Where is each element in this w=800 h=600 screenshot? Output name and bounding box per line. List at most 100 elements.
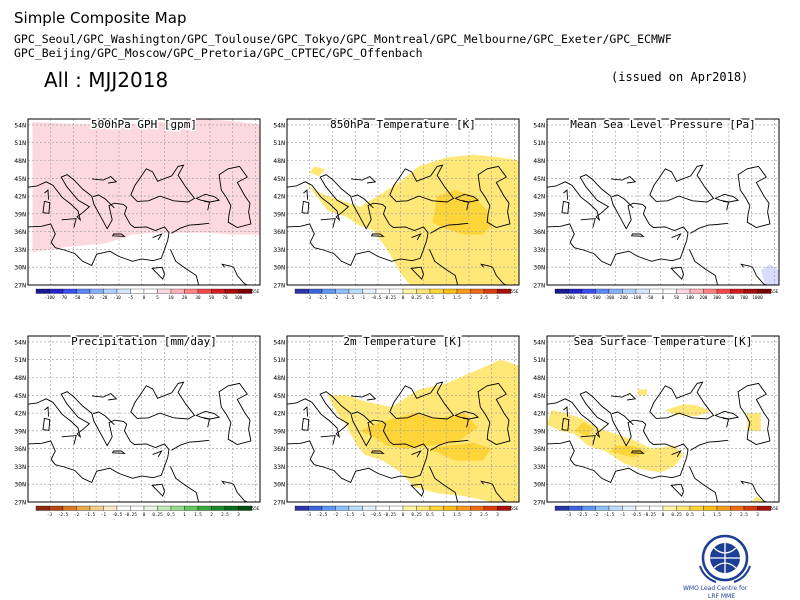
colorbar-swatch	[157, 505, 172, 511]
colorbar-tick-label: 3	[496, 295, 499, 301]
panel-title: 850hPa Temperature [K]	[330, 118, 476, 131]
lat-tick-label: 45N	[14, 392, 26, 400]
colorbar-tick-label: 0.5	[167, 512, 175, 518]
colorbar-swatch	[35, 288, 50, 294]
colorbar-swatch	[622, 505, 637, 511]
colorbar-swatch	[62, 505, 77, 511]
anomaly-shading	[305, 154, 519, 285]
colorbar-swatch	[294, 505, 309, 511]
colorbar-swatch	[197, 505, 212, 511]
anomaly-shading	[359, 413, 479, 449]
colorbar-swatch	[321, 505, 336, 511]
colorbar-tick-label: -3	[566, 512, 572, 518]
colorbar-swatch	[116, 505, 131, 511]
panel-title: 2m Temperature [K]	[343, 335, 462, 348]
colorbar-tick-label: -2	[333, 295, 339, 301]
colorbar-swatch	[635, 505, 650, 511]
lat-tick-label: 27N	[273, 282, 285, 290]
map-panel-t850: 54N 51N 48N 45N 42N 39N 36N 33N 30N 27N 850hPa Tem…	[273, 117, 520, 301]
colorbar-tick-label: 1.5	[453, 295, 461, 301]
colorbar-tick-label: -1.5	[604, 512, 615, 518]
colorbar-swatch	[375, 505, 390, 511]
lat-tick-label: 51N	[14, 139, 26, 147]
anomaly-shading	[751, 496, 766, 502]
colorbar-tick-label: -1	[620, 512, 626, 518]
colorbar-swatch	[730, 505, 745, 511]
lat-tick-label: 33N	[533, 246, 545, 254]
issued-date: (issued on Apr2018)	[611, 70, 749, 84]
colorbar-tick-label: 2	[729, 512, 732, 518]
colorbar-swatch	[321, 288, 336, 294]
lat-tick-label: 39N	[14, 210, 26, 218]
colorbar-tick-label: -0.25	[643, 512, 656, 518]
colorbar-swatch	[716, 505, 731, 511]
colorbar-swatch	[308, 288, 323, 294]
map-panel-gph500: 54N 51N 48N 45N 42N 39N 36N 33N 30N 27N 500hPa GPH…	[14, 117, 261, 301]
colorbar-swatch	[157, 288, 172, 294]
colorbar-swatch	[76, 288, 91, 294]
lat-tick-label: 48N	[533, 374, 545, 382]
colorbar-tick-label: -2.5	[317, 512, 328, 518]
colorbar-swatch	[635, 288, 650, 294]
colorbar-tick-label: -2.5	[317, 295, 328, 301]
lat-tick-label: 30N	[533, 481, 545, 489]
lat-tick-label: 36N	[14, 228, 26, 236]
lat-tick-label: 51N	[533, 139, 545, 147]
colorbar-tick-label: -3	[306, 512, 312, 518]
coastlines	[547, 381, 771, 502]
colorbar-swatch	[49, 505, 64, 511]
anomaly-shading	[309, 166, 326, 177]
colorbar-tick-label: 20	[182, 295, 188, 301]
lat-tick-label: 27N	[533, 282, 545, 290]
lon-tick-label: 55E	[510, 289, 518, 295]
wmo-logo	[699, 534, 751, 583]
colorbar-swatch	[689, 288, 704, 294]
colorbar-tick-label: 0.25	[671, 512, 682, 518]
colorbar-swatch	[389, 505, 404, 511]
colorbar-swatch	[757, 288, 772, 294]
colorbar: -3 -2.5 -2 -1.5 -1 -0.5 -0.25 0 0.25 0.5 1 1.5 2 2.5 3	[35, 505, 253, 518]
map-frame	[27, 118, 261, 286]
colorbar-swatch	[308, 505, 323, 511]
colorbar-tick-label: -50	[646, 295, 654, 301]
colorbar-swatch	[470, 288, 485, 294]
coastlines	[28, 164, 252, 285]
colorbar-swatch	[62, 288, 77, 294]
lon-tick-label: 55E	[770, 506, 778, 512]
colorbar-tick-label: 5	[156, 295, 159, 301]
colorbar-tick-label: -2.5	[577, 512, 588, 518]
map-frame	[546, 335, 780, 503]
colorbar-swatch	[49, 288, 64, 294]
lat-tick-label: 48N	[14, 157, 26, 165]
colorbar-tick-label: 100	[235, 295, 243, 301]
lat-tick-label: 45N	[273, 175, 285, 183]
colorbar-tick-label: 100	[686, 295, 694, 301]
colorbar-swatch	[757, 505, 772, 511]
colorbar-tick-label: 30	[195, 295, 201, 301]
map-panel-mslp: 54N 51N 48N 45N 42N 39N 36N 33N 30N 27N Mean Sea L…	[533, 117, 780, 301]
colorbar-swatch	[389, 288, 404, 294]
colorbar-tick-label: -2	[333, 512, 339, 518]
colorbar-swatch	[170, 505, 185, 511]
lat-tick-label: 54N	[273, 121, 285, 129]
colorbar-tick-label: -2.5	[58, 512, 69, 518]
map-area	[547, 336, 779, 502]
colorbar-tick-label: 700	[740, 295, 748, 301]
colorbar-tick-label: -1	[360, 512, 366, 518]
season-label: All : MJJ2018	[44, 68, 169, 92]
colorbar-swatch	[470, 505, 485, 511]
colorbar-tick-label: -20	[100, 295, 108, 301]
lat-tick-label: 42N	[14, 193, 26, 201]
map-frame	[286, 335, 520, 503]
coastlines	[287, 164, 511, 285]
colorbar-tick-label: 0.25	[411, 295, 422, 301]
colorbar-swatch	[184, 505, 199, 511]
colorbar-tick-label: 0.5	[686, 512, 694, 518]
colorbar: -3 -2.5 -2 -1.5 -1 -0.5 -0.25 0 0.25 0.5 1 1.5 2 2.5 3	[554, 505, 772, 518]
colorbar-swatch	[103, 288, 118, 294]
anomaly-shading	[432, 190, 492, 235]
lat-tick-label: 48N	[273, 374, 285, 382]
colorbar-tick-label: -0.5	[371, 512, 382, 518]
colorbar-swatch	[348, 288, 363, 294]
anomaly-fields	[32, 119, 260, 253]
